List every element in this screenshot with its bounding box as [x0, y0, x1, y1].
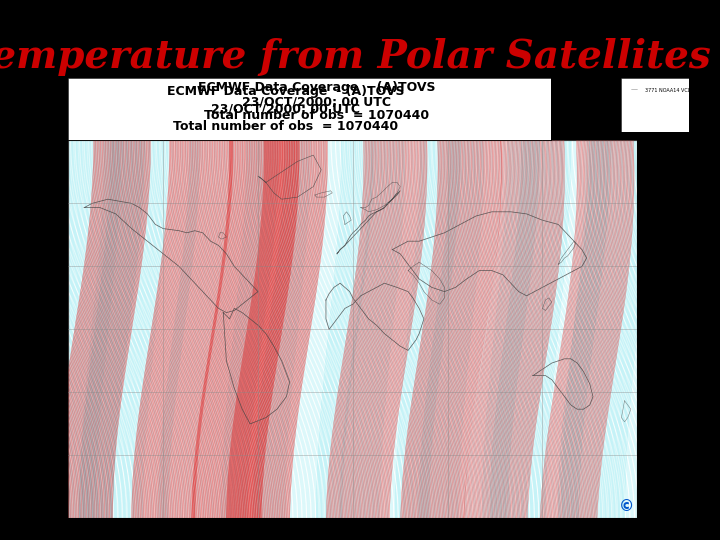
Text: Total number of obs  = 1070440: Total number of obs = 1070440 — [173, 120, 398, 133]
Text: ©: © — [618, 499, 634, 514]
Text: —: — — [631, 86, 638, 92]
Text: Total number of obs  = 1070440: Total number of obs = 1070440 — [204, 109, 429, 122]
Text: 3771 NOAA14 VCL: 3771 NOAA14 VCL — [644, 87, 690, 93]
Text: 23/OCT/2000; 00 UTC: 23/OCT/2000; 00 UTC — [243, 95, 391, 108]
Text: Temperature from Polar Satellites: Temperature from Polar Satellites — [0, 38, 710, 76]
Text: ECMWF Data Coverage  - (A)TOVS: ECMWF Data Coverage - (A)TOVS — [198, 81, 436, 94]
Text: ECMWF Data Coverage  - (A)TOVS: ECMWF Data Coverage - (A)TOVS — [167, 85, 404, 98]
Text: 23/OCT/2000; 00 UTC: 23/OCT/2000; 00 UTC — [211, 103, 360, 116]
